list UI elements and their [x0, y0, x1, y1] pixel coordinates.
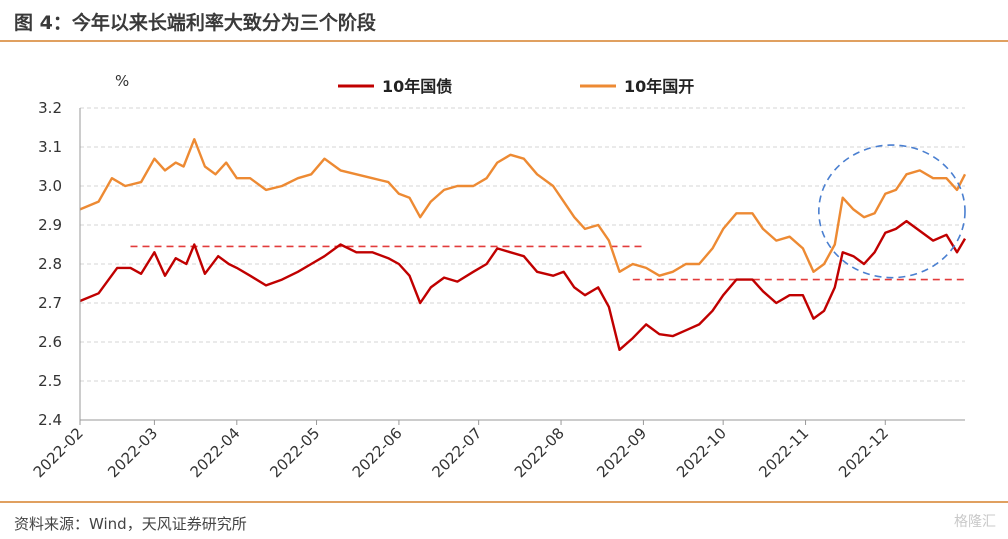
highlight-layer	[818, 144, 966, 279]
x-tick-label: 2022-12	[835, 424, 892, 481]
x-tick-label: 2022-11	[755, 424, 812, 481]
series-line	[79, 138, 967, 277]
x-tick-label: 2022-08	[511, 424, 568, 481]
series-line	[79, 219, 967, 351]
y-tick-label: 2.6	[38, 333, 62, 351]
unit-label: %	[115, 72, 129, 90]
y-tick-label: 2.9	[38, 216, 62, 234]
axes	[79, 108, 965, 425]
series-lines	[79, 138, 967, 351]
x-tick-label: 2022-05	[266, 424, 323, 481]
y-tick-label: 2.5	[38, 372, 62, 390]
footer-divider	[0, 501, 1008, 503]
y-tick-labels: 2.4 2.5 2.6 2.7 2.8 2.9 3.0 3.1 3.2	[38, 99, 62, 429]
x-tick-label: 2022-09	[593, 424, 650, 481]
x-tick-label: 2022-02	[30, 424, 87, 481]
y-tick-label: 3.2	[38, 99, 62, 117]
x-tick-label: 2022-04	[187, 424, 244, 481]
legend-label: 10年国债	[382, 77, 452, 96]
y-tick-label: 2.4	[38, 411, 62, 429]
reference-lines	[130, 245, 965, 281]
grid-lines	[80, 107, 965, 382]
highlight-ellipse	[818, 144, 966, 279]
title-divider	[0, 40, 1008, 42]
x-tick-label: 2022-06	[349, 424, 406, 481]
x-tick-label: 2022-03	[104, 424, 161, 481]
y-tick-label: 3.1	[38, 138, 62, 156]
y-tick-label: 2.7	[38, 294, 62, 312]
legend: 10年国债 10年国开	[338, 77, 694, 96]
x-tick-label: 2022-07	[428, 424, 485, 481]
y-tick-label: 2.8	[38, 255, 62, 273]
x-tick-labels: 2022-02 2022-03 2022-04 2022-05 2022-06 2022-…	[30, 424, 892, 481]
source-note: 资料来源：Wind，天风证券研究所	[14, 515, 247, 533]
page-title: 图 4：今年以来长端利率大致分为三个阶段	[14, 12, 376, 34]
y-tick-label: 3.0	[38, 177, 62, 195]
chart: 2.42.52.62.72.82.93.03.13.2 2022-02 2022-…	[30, 72, 967, 481]
x-tick-label: 2022-10	[673, 424, 730, 481]
legend-label: 10年国开	[624, 77, 694, 96]
watermark: 格隆汇	[954, 514, 996, 530]
